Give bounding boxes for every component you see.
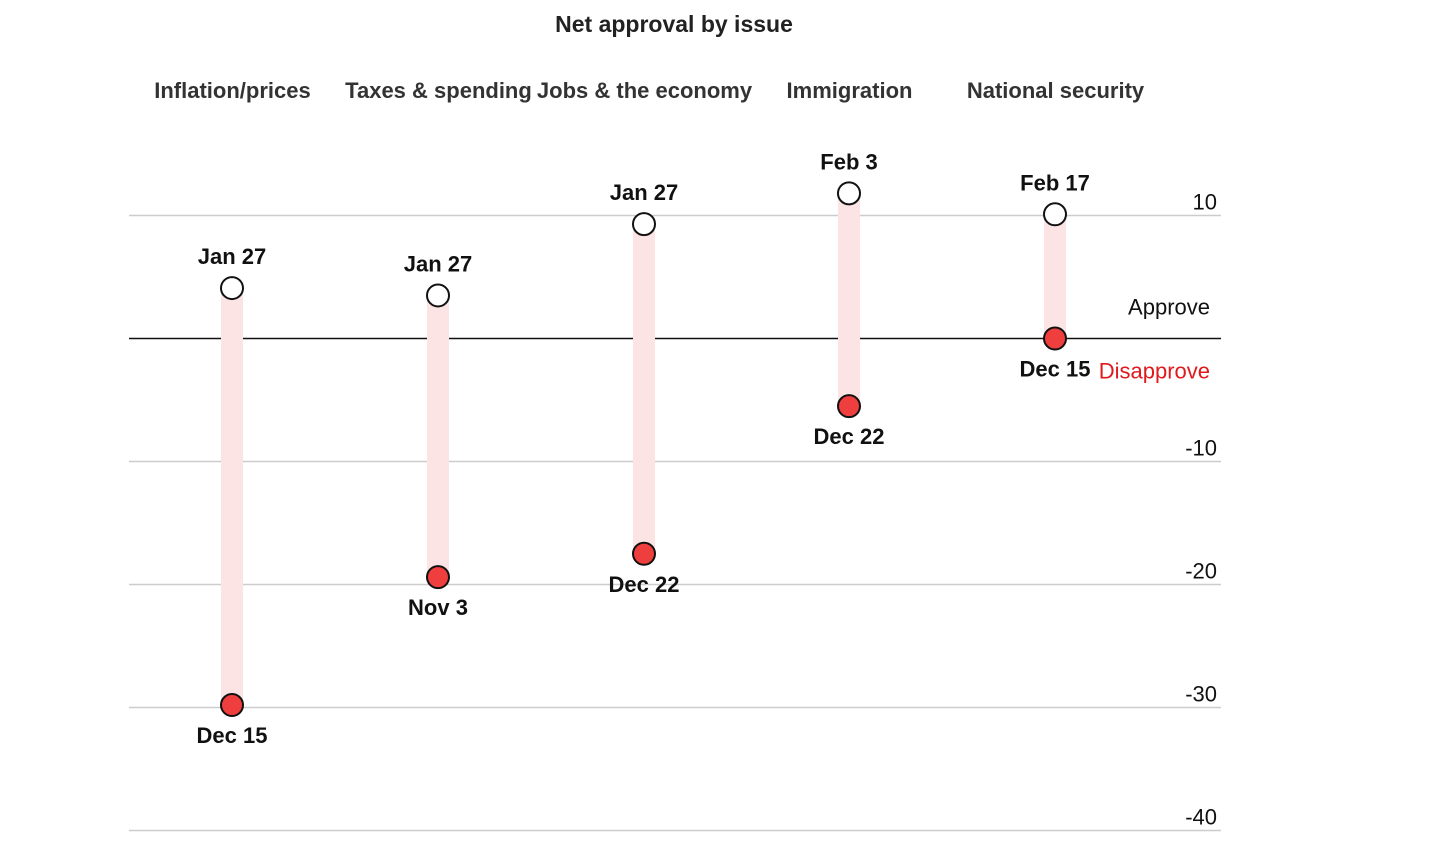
y-tick-label: -40 — [1185, 805, 1217, 830]
category-label-line: Inflation/prices — [154, 78, 310, 103]
later-date-label: Jan 27 — [198, 244, 267, 269]
earlier-date-dot — [1043, 326, 1067, 351]
category-label: Jobs & the economy — [537, 78, 753, 103]
later-date-dot — [1043, 202, 1067, 227]
earlier-date-label: Dec 22 — [814, 424, 885, 449]
later-date-dot — [220, 276, 244, 301]
range-bar — [1044, 214, 1066, 339]
later-date-label: Jan 27 — [404, 251, 473, 276]
category-label: National security — [967, 78, 1145, 103]
range-bar — [221, 288, 243, 706]
earlier-date-label: Dec 22 — [609, 572, 680, 597]
y-tick-label: 10 — [1193, 190, 1217, 215]
category-label: Inflation/prices — [154, 78, 310, 103]
later-date-label: Jan 27 — [610, 180, 679, 205]
category-label-line: National security — [967, 78, 1145, 103]
earlier-date-dot — [632, 541, 656, 566]
range-bar — [633, 224, 655, 554]
earlier-date-dot — [426, 565, 450, 590]
disapprove-label: Disapprove — [1099, 359, 1210, 384]
chart-title: Net approval by issue — [555, 11, 793, 37]
earlier-date-label: Nov 3 — [408, 595, 468, 620]
earlier-date-dot — [837, 394, 861, 419]
earlier-date-dot — [220, 693, 244, 718]
y-tick-label: -30 — [1185, 682, 1217, 707]
earlier-date-label: Dec 15 — [1020, 357, 1091, 382]
later-date-dot — [632, 212, 656, 237]
range-bar — [427, 295, 449, 578]
category-label-line: Immigration — [787, 78, 913, 103]
y-tick-label: -20 — [1185, 559, 1217, 584]
later-date-dot — [426, 283, 450, 308]
later-date-dot — [837, 181, 861, 206]
y-tick-label: -10 — [1185, 436, 1217, 461]
later-date-label: Feb 3 — [820, 149, 877, 174]
category-label-line: Jobs & the economy — [537, 78, 753, 103]
category-label: Taxes & spending — [345, 78, 532, 103]
approve-label: Approve — [1128, 295, 1210, 320]
category-label: Immigration — [787, 78, 913, 103]
range-bar — [838, 193, 860, 407]
category-label-line: Taxes & spending — [345, 78, 532, 103]
later-date-label: Feb 17 — [1020, 170, 1090, 195]
earlier-date-label: Dec 15 — [197, 723, 268, 748]
